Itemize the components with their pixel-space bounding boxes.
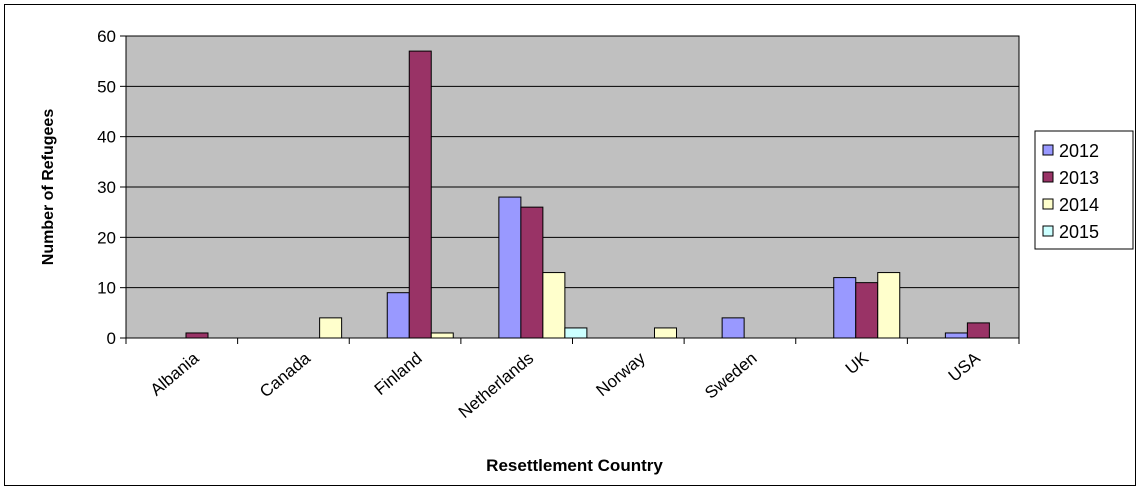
bar-usa-2012 (944, 332, 968, 339)
legend-label: 2013 (1059, 168, 1099, 188)
bar-sweden-2012 (721, 317, 745, 339)
x-tick-label: Albania (147, 348, 203, 399)
bar-netherlands-2013 (520, 206, 544, 339)
bar-netherlands-2014 (542, 272, 566, 339)
bar-usa-2013 (966, 322, 990, 339)
y-tick-label: 0 (107, 329, 116, 348)
legend-label: 2014 (1059, 195, 1099, 215)
bar-canada-2014 (319, 317, 343, 339)
y-tick-label: 40 (97, 128, 116, 147)
bar-finland-2014 (430, 332, 454, 339)
bar-netherlands-2012 (498, 196, 522, 339)
legend-label: 2015 (1059, 222, 1099, 242)
bar-uk-2014 (877, 272, 901, 339)
y-tick-label: 10 (97, 279, 116, 298)
x-tick-label: UK (842, 348, 873, 378)
y-tick-label: 20 (97, 228, 116, 247)
y-tick-label: 30 (97, 178, 116, 197)
legend-swatch (1042, 225, 1054, 237)
y-tick-label: 60 (97, 27, 116, 46)
bar-finland-2012 (386, 292, 410, 339)
bar-chart: 0 10 20 30 40 50 60 Albania Canada Finland Nether… (40, 27, 1134, 475)
x-tick-label: USA (945, 348, 984, 385)
bar-albania-2013 (185, 332, 209, 339)
bar-finland-2013 (408, 50, 432, 339)
legend: 2012 2013 2014 2015 (1034, 130, 1134, 250)
x-tick-label: Finland (371, 349, 426, 399)
y-tick-label: 50 (97, 77, 116, 96)
bar-uk-2012 (833, 277, 857, 339)
x-tick-label: Sweden (701, 349, 760, 403)
x-tick-label: Norway (593, 348, 650, 400)
chart-frame: 0 10 20 30 40 50 60 Albania Canada Finland Nether… (4, 4, 1136, 486)
bar-norway-2014 (654, 327, 677, 339)
x-axis-label: Resettlement Country (486, 456, 663, 475)
bars (185, 50, 990, 339)
legend-swatch (1042, 171, 1054, 183)
x-tick-label: Canada (256, 348, 314, 401)
legend-swatch (1042, 144, 1054, 156)
bar-netherlands-2015 (564, 327, 588, 339)
y-axis-label: Number of Refugees (40, 109, 57, 266)
x-tick-label: Netherlands (455, 349, 537, 422)
y-axis-ticks: 0 10 20 30 40 50 60 (97, 27, 126, 348)
x-axis-ticks: Albania Canada Finland Netherlands Norway Swe… (125, 338, 1020, 422)
legend-swatch (1042, 198, 1054, 210)
legend-label: 2012 (1059, 141, 1099, 161)
bar-uk-2013 (855, 282, 879, 339)
